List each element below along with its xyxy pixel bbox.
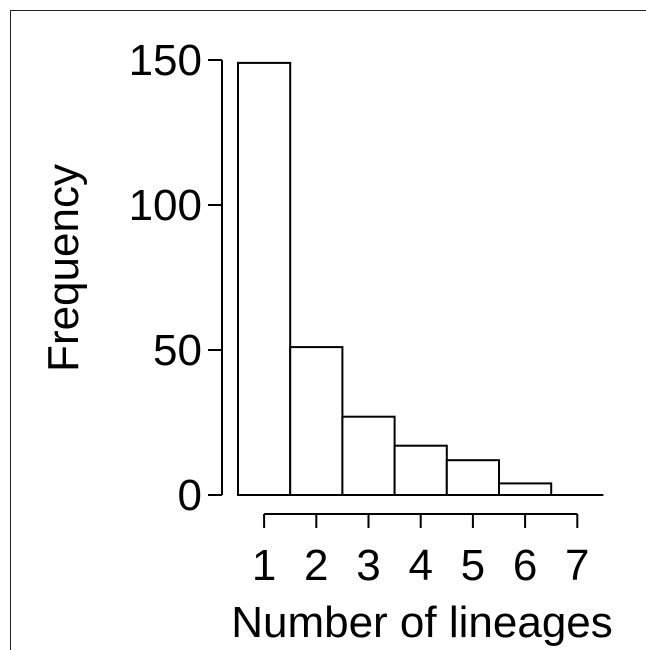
- bar-3: [341, 415, 396, 497]
- y-tick-label-150: 150: [129, 36, 202, 85]
- bars-group: [237, 61, 604, 497]
- x-tick-label-1: 1: [252, 541, 276, 590]
- y-tick-label-0: 0: [178, 471, 202, 520]
- y-tick-label-100: 100: [129, 181, 202, 230]
- x-tick-label-7: 7: [565, 541, 589, 590]
- bar-5: [445, 459, 500, 497]
- x-tick-label-3: 3: [356, 541, 380, 590]
- x-axis-label: Number of lineages: [231, 598, 613, 647]
- chart-frame: [10, 10, 646, 650]
- bar-1: [237, 61, 292, 497]
- bar-4: [393, 444, 448, 497]
- y-axis: 0 50 100 150: [129, 36, 223, 520]
- bar-6: [498, 482, 553, 496]
- bar-2: [289, 346, 344, 496]
- x-tick-label-4: 4: [408, 541, 432, 590]
- y-axis-label: Frequency: [39, 164, 88, 372]
- x-tick-label-2: 2: [304, 541, 328, 590]
- x-tick-label-6: 6: [513, 541, 537, 590]
- x-tick-label-5: 5: [461, 541, 485, 590]
- y-tick-label-50: 50: [153, 326, 202, 375]
